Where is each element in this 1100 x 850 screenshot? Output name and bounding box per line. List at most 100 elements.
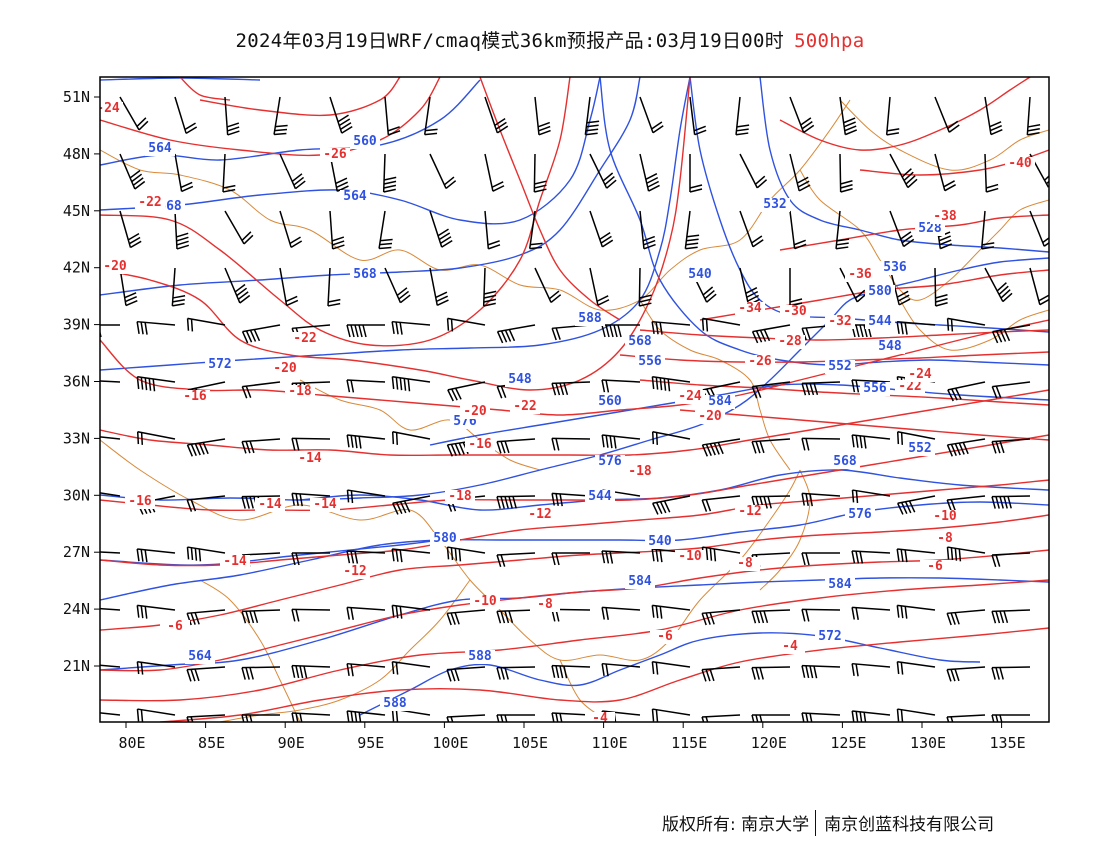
wind-barb: [639, 210, 656, 250]
wind-barb: [119, 210, 142, 249]
height-label: 540: [688, 267, 712, 282]
barb-shaft: [533, 153, 536, 193]
barb-feather: [496, 611, 502, 624]
barb-feather: [391, 431, 395, 445]
temperature-label-bg: [460, 405, 490, 419]
barb-feather: [947, 389, 954, 402]
barb-shaft: [789, 96, 805, 133]
barb-shaft: [484, 210, 490, 249]
wind-barb: [701, 609, 741, 626]
wind-barb: [839, 96, 858, 136]
barb-feather: [450, 547, 454, 561]
temperature-label: -18: [448, 489, 472, 504]
temperature-label-bg: [340, 565, 370, 579]
wind-barb: [224, 267, 251, 304]
barb-feather: [763, 496, 768, 509]
barb-feather: [530, 242, 543, 246]
barb-feather: [655, 321, 659, 335]
temperature-label: -18: [628, 464, 652, 479]
lat-tick-label: 42N: [63, 259, 90, 277]
barb-feather: [763, 610, 769, 624]
barb-feather: [445, 180, 457, 190]
barb-feather: [663, 378, 667, 391]
map-frame: [99, 76, 1050, 723]
barb-feather: [194, 612, 200, 625]
wind-barb: [946, 714, 986, 722]
temperature-label-bg: [695, 410, 725, 424]
barb-feather: [396, 287, 408, 296]
wind-barb: [496, 609, 536, 624]
wind-barb: [291, 437, 331, 451]
barb-feather: [843, 121, 856, 128]
barb-feather: [500, 610, 506, 624]
barb-shaft: [684, 210, 691, 249]
barb-feather: [504, 329, 512, 342]
barb-shaft: [702, 609, 741, 615]
barb-feather: [130, 240, 142, 249]
temperature-label-bg: [320, 148, 350, 162]
wind-barbs: [90, 96, 1049, 722]
lat-tick-label: 48N: [63, 145, 90, 163]
barb-shaft: [292, 492, 331, 497]
barb-feather: [538, 125, 551, 132]
barb-shaft: [934, 153, 946, 191]
barb-shaft: [242, 381, 281, 388]
barb-feather: [144, 322, 148, 335]
wind-barb: [896, 708, 936, 722]
barb-feather: [642, 235, 656, 242]
barb-shaft: [100, 434, 121, 440]
plot-background: [100, 77, 1049, 722]
barb-shaft: [739, 153, 758, 189]
barb-feather: [90, 325, 93, 337]
wind-barb: [329, 210, 345, 250]
height-label-bg: [825, 578, 855, 592]
barb-feather: [136, 321, 140, 335]
barb-feather: [454, 548, 458, 561]
barb-shaft: [980, 210, 986, 249]
barb-feather: [239, 294, 251, 304]
barb-feather: [606, 179, 617, 189]
barb-feather: [639, 298, 652, 303]
barb-feather: [358, 436, 362, 449]
barb-feather: [855, 435, 859, 448]
wind-barb: [851, 379, 891, 393]
barb-feather: [186, 546, 190, 560]
barb-feather: [801, 665, 806, 678]
wind-barb: [186, 438, 226, 457]
barb-shaft: [947, 546, 986, 554]
pressure-level-label: 500hpa: [794, 30, 865, 52]
barb-shaft: [652, 708, 691, 716]
temperature-contour: [100, 579, 1049, 702]
wind-barb: [392, 495, 431, 515]
wind-barb: [991, 609, 1031, 624]
wind-barb: [291, 492, 331, 507]
barb-feather: [651, 431, 655, 445]
wind-barb: [119, 267, 138, 307]
wind-barb: [651, 431, 691, 445]
barb-feather: [293, 176, 305, 186]
barb-feather: [643, 243, 656, 250]
wind-barb: [496, 714, 535, 722]
barb-feather: [859, 435, 863, 449]
barb-shaft: [739, 210, 754, 247]
barb-feather: [124, 292, 137, 299]
barb-feather: [492, 185, 505, 192]
barb-feather: [496, 441, 502, 454]
barb-shaft: [1026, 96, 1031, 135]
barb-feather: [756, 179, 768, 189]
temperature-label-bg: [930, 510, 960, 524]
wind-barb: [551, 381, 591, 396]
wind-barb: [896, 548, 936, 563]
barb-feather: [717, 442, 724, 455]
barb-feather: [241, 611, 247, 624]
barb-feather: [303, 665, 308, 679]
barb-feather: [399, 549, 403, 563]
barb-feather: [735, 132, 749, 136]
barb-feather: [483, 290, 497, 295]
barb-feather: [222, 188, 236, 193]
barb-feather: [713, 548, 717, 562]
barb-feather: [500, 714, 504, 722]
barb-feather: [559, 382, 565, 396]
barb-feather: [354, 711, 358, 722]
wind-barb: [279, 267, 299, 307]
